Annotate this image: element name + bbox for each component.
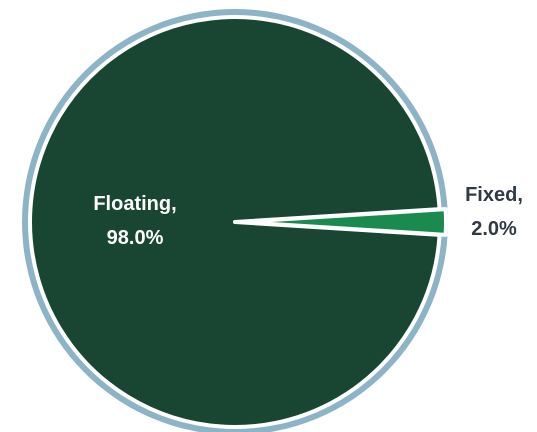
slice-label-fixed: Fixed,	[465, 184, 523, 206]
slice-label-fixed-name: Fixed	[465, 184, 517, 206]
pie-slice-floating	[28, 15, 442, 429]
pie-slice-fixed	[239, 207, 448, 237]
slice-label-floating-name: Floating	[93, 193, 171, 215]
slice-value-fixed: 2.0%	[471, 218, 517, 240]
slice-label-floating: Floating,	[93, 193, 176, 215]
slice-value-floating: 98.0%	[107, 227, 164, 249]
